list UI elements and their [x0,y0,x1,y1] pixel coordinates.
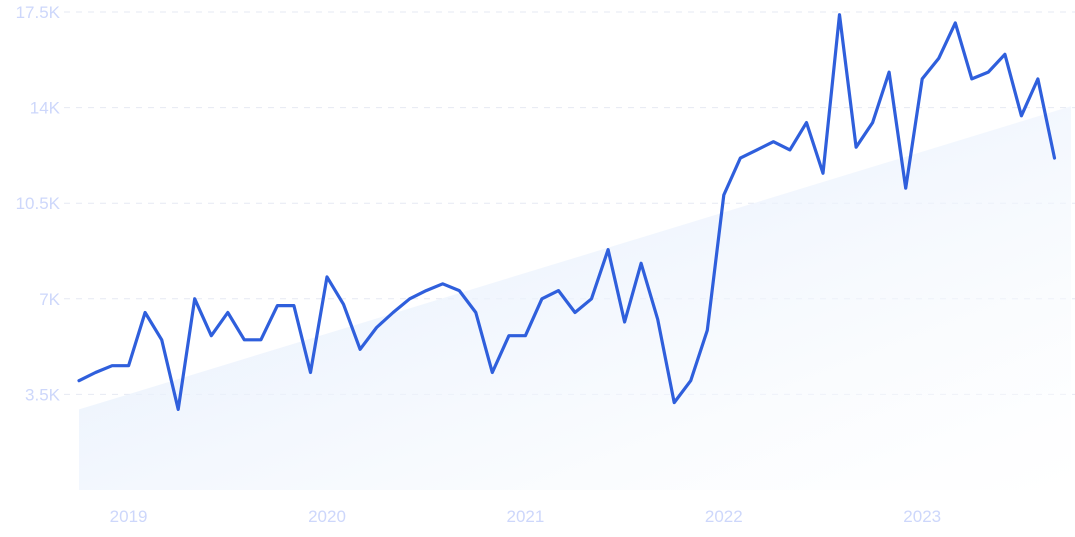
y-tick-label: 3.5K [25,385,61,404]
x-tick-label: 2019 [110,507,148,526]
x-tick-label: 2023 [903,507,941,526]
y-axis: 3.5K 7K 10.5K 14K 17.5K [16,3,61,404]
x-tick-label: 2020 [308,507,346,526]
trend-area [79,106,1071,490]
y-tick-label: 7K [39,290,60,309]
x-tick-label: 2021 [506,507,544,526]
series-line [77,13,1057,411]
x-axis: 2019 2020 2021 2022 2023 [110,507,941,526]
y-tick-label: 14K [30,99,61,118]
series-group [77,13,1057,411]
x-tick-label: 2022 [705,507,743,526]
y-tick-label: 17.5K [16,3,61,22]
trend-area-group [79,106,1071,490]
y-tick-label: 10.5K [16,194,61,213]
